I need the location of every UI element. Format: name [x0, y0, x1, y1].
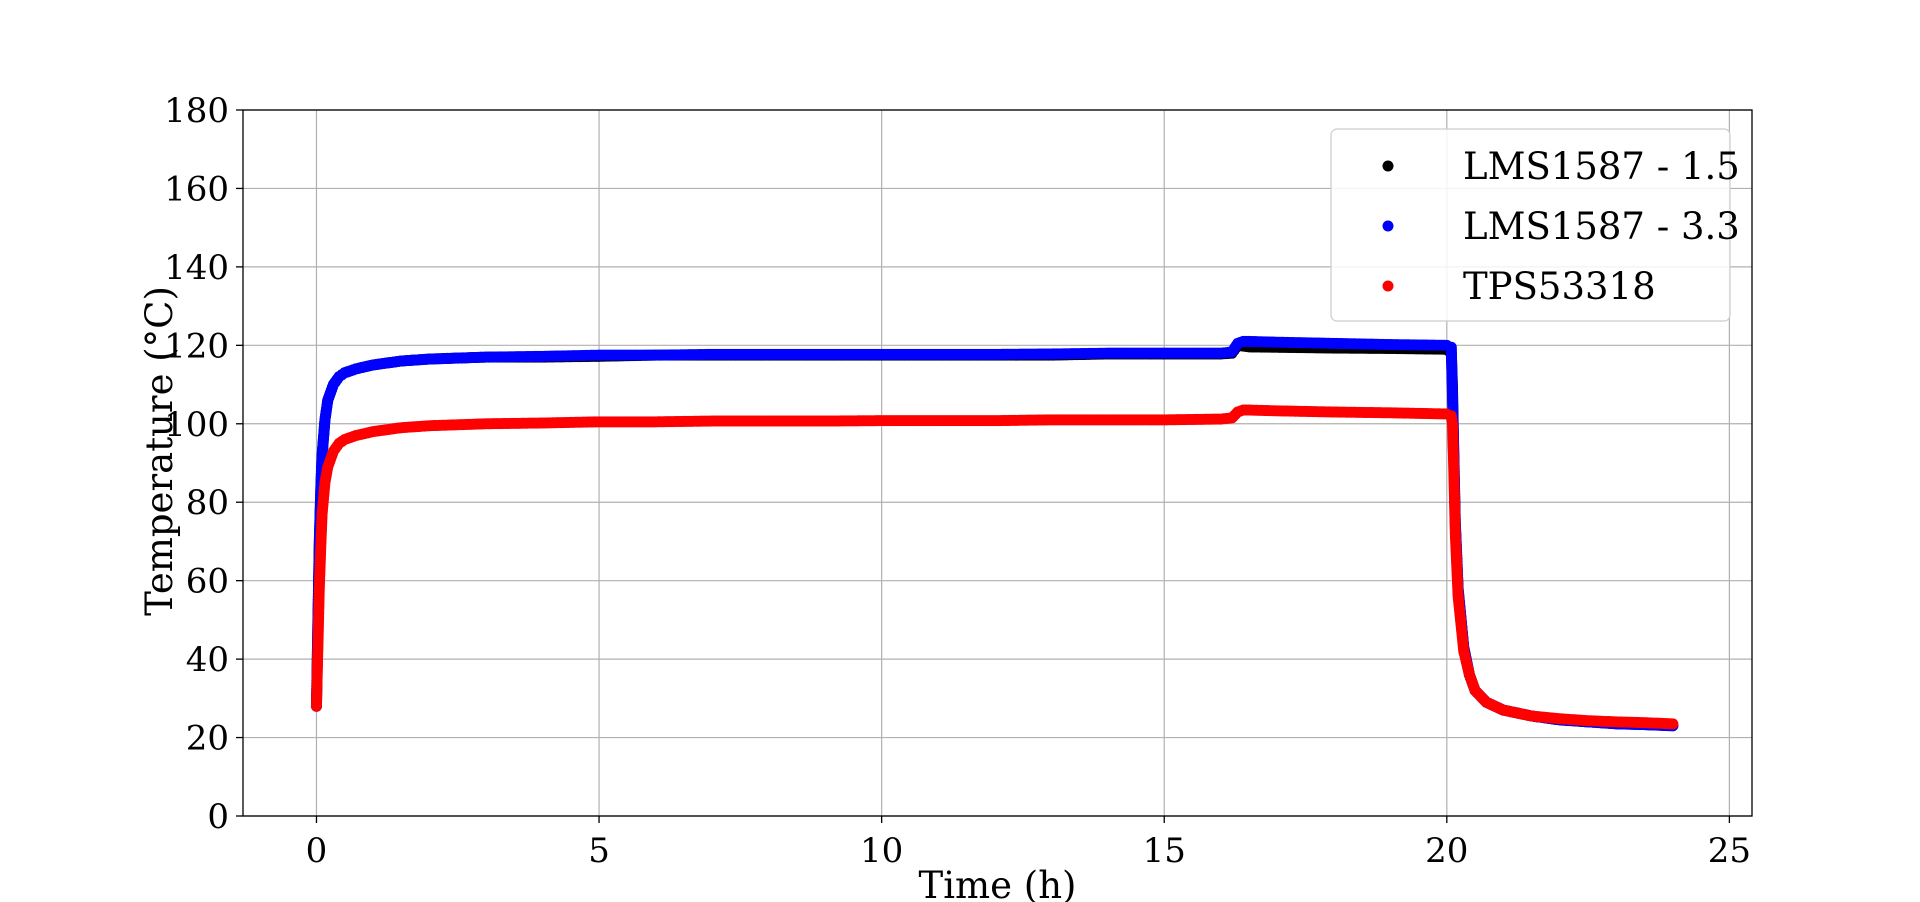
legend-box	[1330, 128, 1731, 322]
y-tick-label: 120	[164, 326, 229, 366]
axes-frame	[242, 109, 1753, 817]
y-axis-label: Temperature (°C)	[138, 286, 181, 616]
x-axis-label: Time (h)	[919, 864, 1077, 902]
legend-marker	[1382, 220, 1394, 232]
y-tick-label: 100	[164, 405, 229, 445]
x-tick-label: 15	[1143, 831, 1186, 871]
legend-label: TPS53318	[1463, 265, 1656, 308]
data-series	[310, 335, 1679, 732]
legend-marker	[1382, 280, 1394, 292]
y-tick-label: 160	[164, 169, 229, 209]
legend-label: LMS1587 - 3.3	[1463, 205, 1740, 248]
x-tick-label: 20	[1425, 831, 1468, 871]
x-tick-label: 5	[588, 831, 610, 871]
ticks: 0 5 10 15 20 25 0 20 40 60 80 100 120 140 160 180	[164, 91, 1751, 871]
legend: LMS1587 - 1.5 LMS1587 - 3.3 TPS53318	[1330, 128, 1740, 322]
series-2	[310, 404, 1679, 730]
y-tick-label: 40	[186, 640, 229, 680]
x-tick-label: 0	[306, 831, 328, 871]
legend-marker	[1382, 160, 1394, 172]
data-point	[1667, 718, 1679, 730]
y-tick-label: 140	[164, 248, 229, 288]
y-tick-label: 0	[207, 797, 229, 837]
x-tick-label: 25	[1708, 831, 1751, 871]
y-tick-label: 60	[186, 562, 229, 602]
y-tick-label: 20	[186, 719, 229, 759]
x-tick-label: 10	[860, 831, 903, 871]
legend-label: LMS1587 - 1.5	[1463, 145, 1740, 188]
y-tick-label: 80	[186, 483, 229, 523]
y-tick-label: 180	[164, 91, 229, 131]
